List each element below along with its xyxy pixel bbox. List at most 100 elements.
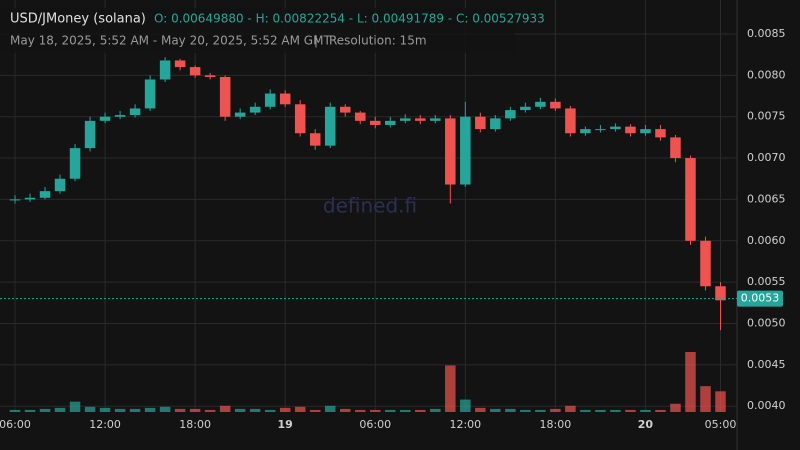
candle-body	[219, 77, 231, 117]
volume-bar	[144, 407, 156, 412]
candle-body	[685, 158, 696, 241]
volume-bar	[640, 409, 651, 412]
volume-bar	[505, 408, 516, 412]
candle-body	[460, 116, 471, 185]
volume-bar	[550, 408, 561, 412]
volume-bar	[670, 403, 681, 412]
y-tick-label: 0.0065	[747, 192, 786, 205]
candle-body	[309, 133, 321, 146]
candle-body	[625, 126, 636, 134]
y-tick-label: 0.0050	[747, 316, 786, 329]
volume-bar	[54, 407, 66, 412]
volume-bar	[84, 406, 96, 412]
candle-body	[114, 115, 126, 117]
x-tick-label: 20	[638, 418, 654, 431]
chart-title: USD/JMoney (solana)	[10, 12, 146, 27]
y-tick-label: 0.0045	[747, 358, 786, 371]
candle-body	[700, 240, 711, 287]
volume-bar	[460, 399, 471, 412]
candle-body	[339, 106, 351, 113]
volume-bar	[159, 406, 171, 412]
y-tick-label: 0.0070	[747, 151, 786, 164]
x-tick-label: 06:00	[0, 418, 31, 431]
volume-bar	[625, 409, 636, 412]
candle-body	[445, 118, 456, 185]
volume-bar	[610, 409, 621, 412]
volume-bar	[309, 409, 321, 412]
volume-bar	[415, 409, 426, 412]
volume-bar	[99, 407, 111, 412]
candle-body	[640, 129, 651, 134]
candle-body	[430, 118, 441, 121]
header-bg	[0, 8, 515, 53]
volume-bar	[595, 409, 606, 412]
volume-bar	[580, 409, 591, 412]
x-tick-label: 12:00	[449, 418, 481, 431]
last-price-label: 0.0053	[741, 292, 780, 305]
candle-body	[655, 129, 666, 138]
x-tick-label: 05:00	[705, 418, 737, 431]
volume-bar	[535, 409, 546, 412]
candle-body	[715, 286, 726, 301]
volume-bar	[400, 409, 411, 412]
last-price-tag	[737, 290, 783, 307]
candle-body	[370, 120, 381, 125]
candle-body	[354, 112, 366, 121]
candle-body	[580, 129, 591, 134]
candle-body	[234, 112, 246, 117]
volume-bar	[685, 352, 696, 412]
volume-bar	[700, 386, 711, 412]
volume-bar	[430, 408, 441, 412]
volume-bar	[339, 408, 351, 412]
candle-body	[490, 118, 501, 130]
volume-bar	[520, 409, 531, 412]
volume-bar	[475, 407, 486, 412]
resolution: Resolution: 15m	[329, 34, 427, 48]
volume-bar	[279, 407, 291, 412]
volume-bar	[565, 405, 576, 412]
candle-body	[144, 79, 156, 109]
candle-body	[385, 120, 396, 125]
candle-body	[54, 178, 66, 192]
volume-bar	[490, 408, 501, 412]
x-tick-label: 19	[278, 418, 293, 431]
x-tick-label: 06:00	[359, 418, 391, 431]
x-tick-label: 18:00	[179, 418, 211, 431]
volume-bar	[294, 406, 306, 412]
volume-bar	[249, 408, 261, 412]
candle-body	[129, 108, 141, 116]
candle-body	[24, 197, 36, 200]
volume-bar	[264, 409, 276, 412]
candle-body	[99, 116, 111, 121]
candle-body	[595, 129, 606, 131]
volume-bar	[354, 409, 366, 412]
volume-bar	[385, 409, 396, 412]
candle-body	[9, 199, 21, 201]
volume-bar	[129, 408, 141, 412]
candle-body	[565, 108, 576, 134]
candle-body	[520, 106, 531, 111]
volume-bar	[39, 408, 51, 412]
x-tick-label: 18:00	[540, 418, 572, 431]
y-tick-label: 0.0085	[747, 27, 786, 40]
y-tick-label: 0.0040	[747, 399, 786, 412]
y-tick-label: 0.0080	[747, 68, 786, 81]
candle-body	[249, 106, 261, 113]
candle-body	[189, 67, 201, 76]
volume-bar	[445, 365, 456, 412]
volume-bar	[69, 401, 81, 412]
candle-body	[400, 118, 411, 121]
candle-body	[204, 75, 216, 77]
candle-body	[279, 93, 291, 105]
y-tick-label: 0.0060	[747, 234, 786, 247]
volume-bar	[174, 408, 186, 412]
volume-bar	[715, 391, 726, 412]
candle-body	[324, 106, 336, 146]
candle-body	[550, 101, 561, 109]
watermark: defined.fi	[323, 194, 417, 218]
candle-body	[535, 101, 546, 107]
y-tick-label: 0.0075	[747, 110, 786, 123]
candle-body	[505, 110, 516, 119]
